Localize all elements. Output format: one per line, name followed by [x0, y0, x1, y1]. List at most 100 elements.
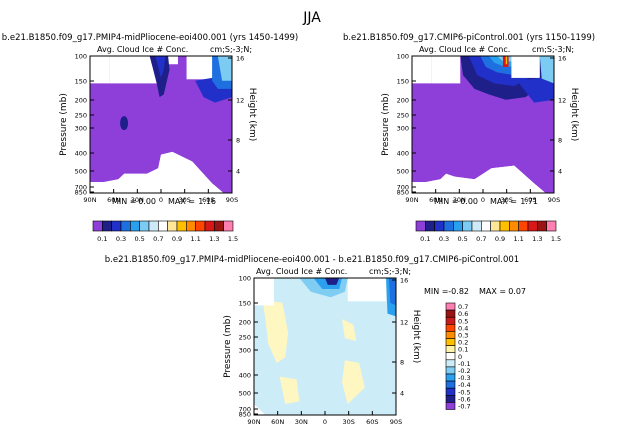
colorbar-label: 0.9	[495, 235, 505, 243]
colorbar-label: 0.7	[458, 303, 468, 311]
x-tick-label: 30N	[295, 418, 308, 426]
y-tick-label: 250	[75, 112, 87, 120]
colorbar-label: -0.6	[458, 395, 471, 403]
colorbar-box	[546, 220, 557, 232]
figure-suptitle: JJA	[302, 10, 321, 26]
topography	[254, 404, 266, 415]
min-value: -0.82	[448, 287, 469, 296]
colorbar-box	[186, 220, 196, 232]
positive-anomaly	[262, 299, 289, 363]
colorbar-label: 0.4	[458, 324, 468, 332]
colorbar-box	[425, 220, 435, 232]
colorbar-label: 1.3	[532, 235, 542, 243]
colorbar-label: 0.5	[458, 317, 468, 325]
panel-units: cm;S;-3;N;	[532, 45, 574, 54]
colorbar-label: -0.1	[458, 360, 471, 368]
x-tick-label: 90N	[247, 418, 260, 426]
colorbar-box	[445, 380, 456, 389]
panel-title: b.e21.B1850.f09_g17.CMIP6-piControl.001 …	[343, 33, 595, 43]
y-tick-label: 200	[397, 97, 409, 105]
x-tick-label: 90N	[405, 196, 418, 204]
colorbar-label: 0.1	[420, 235, 430, 243]
colorbar-box	[490, 220, 501, 232]
x-tick-label: 90S	[390, 418, 402, 426]
colorbar-label: 0.3	[458, 331, 468, 339]
colorbar-box	[445, 366, 456, 375]
colorbar-box	[445, 338, 456, 346]
height-tick-label: 16	[400, 277, 408, 285]
y-tick-label: 500	[397, 168, 409, 176]
x-tick-label: 30S	[178, 196, 190, 204]
y-tick-label: 250	[397, 112, 409, 120]
colorbar-box	[445, 345, 456, 354]
x-tick-label: 60S	[524, 196, 536, 204]
colorbar-label: -0.5	[458, 388, 471, 396]
colorbar-box	[527, 220, 538, 232]
south-polar-ice	[517, 77, 554, 103]
colorbar-label: 0.1	[458, 346, 468, 354]
colorbar-box	[445, 402, 456, 410]
colorbar-label: 0.1	[97, 235, 107, 243]
colorbar-box	[415, 220, 426, 232]
min-value: 0.00	[138, 197, 156, 206]
colorbar-label: 0.9	[172, 235, 182, 243]
colorbar-box	[92, 220, 103, 232]
y-tick-label: 200	[239, 319, 251, 327]
panel-title: b.e21.B1850.f09_g17.PMIP4-midPliocene-eo…	[2, 33, 298, 43]
colorbar-label: 0.5	[134, 235, 144, 243]
min-label: MIN =	[424, 287, 449, 296]
height-tick-label: 16	[236, 55, 244, 63]
positive-anomaly	[342, 319, 357, 341]
colorbar-label: 1.5	[228, 235, 238, 243]
y-tick-label: 300	[239, 347, 251, 355]
colorbar-label: 0.3	[116, 235, 126, 243]
y-axis-label-group: Pressure (mb)	[381, 93, 391, 156]
min-label: MIN =	[434, 197, 459, 206]
ice-field-purple	[90, 56, 232, 193]
x-tick-label: 60N	[107, 196, 120, 204]
positive-anomaly	[342, 360, 365, 404]
y-tick-label: 700	[75, 184, 87, 192]
max-value: 1.16	[198, 197, 216, 206]
y-tick-label: 400	[397, 150, 409, 158]
colorbar-label: 0.3	[439, 235, 449, 243]
y-tick-label: 850	[397, 189, 409, 197]
colorbar-box	[176, 220, 187, 232]
colorbar-label: 1.1	[513, 235, 523, 243]
colorbar-box	[453, 220, 463, 232]
x-tick-label: 60N	[429, 196, 442, 204]
y-tick-label: 100	[397, 53, 409, 61]
y-tick-label: 150	[397, 78, 409, 86]
right-axis-label-group: Height (km)	[247, 88, 257, 142]
colorbar-box	[445, 302, 456, 311]
height-tick-label: 12	[236, 97, 244, 105]
colorbar-label: 0.7	[153, 235, 163, 243]
colorbar-box	[445, 394, 456, 403]
y-tick-label: 400	[239, 372, 251, 380]
y-tick-label: 150	[239, 300, 251, 308]
colorbar-box	[499, 220, 510, 232]
colorbar-box	[214, 220, 224, 232]
missing-region	[109, 56, 159, 84]
panel-units: cm;S;-3;N;	[210, 45, 252, 54]
colorbar-box	[223, 220, 234, 232]
ice-plume-navy	[149, 56, 170, 98]
colorbar-box	[148, 220, 159, 232]
missing-region	[511, 56, 540, 78]
colorbar-label: 0.6	[458, 310, 468, 318]
max-value: 1.71	[520, 197, 538, 206]
colorbar-label: -0.4	[458, 381, 471, 389]
min-value: 0.00	[460, 197, 478, 206]
colorbar-label: 0.5	[457, 235, 467, 243]
missing-region	[347, 278, 387, 302]
colorbar-box	[509, 220, 519, 232]
colorbar-box	[111, 220, 122, 232]
max-label: MAX =	[168, 197, 195, 206]
height-tick-label: 4	[400, 390, 404, 398]
colorbar-label: -0.3	[458, 374, 471, 382]
colorbar-box	[102, 220, 112, 232]
colorbar-box	[445, 331, 456, 339]
panel-subtitle: Avg. Cloud Ice # Conc.	[97, 45, 188, 54]
colorbar-box	[445, 387, 456, 396]
